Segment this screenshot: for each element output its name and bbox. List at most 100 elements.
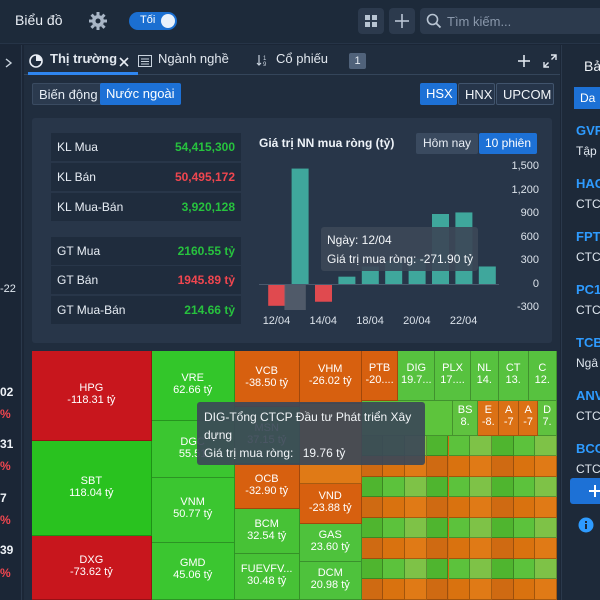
treemap-cell[interactable] [426,517,449,539]
treemap-cell[interactable]: A -7 [519,400,539,436]
treemap-cell[interactable] [470,538,492,559]
treemap-cell[interactable] [426,497,449,518]
exchange-hnx-button[interactable]: HNX [458,83,495,105]
treemap-cell[interactable] [361,538,384,559]
treemap-cell[interactable] [535,538,557,559]
right-panel-tab[interactable]: Da [574,87,600,109]
treemap-cell[interactable] [361,579,384,600]
treemap-cell[interactable] [405,579,427,600]
chart-bar[interactable] [338,276,356,285]
treemap-cell[interactable]: VNM 50.77 tỷ [151,478,235,543]
add-widget-button[interactable] [389,8,415,34]
treemap-cell[interactable] [426,476,449,498]
treemap-cell[interactable] [470,558,492,580]
treemap-cell[interactable] [448,579,471,600]
treemap-cell[interactable] [426,558,449,580]
treemap-cell[interactable] [448,558,471,580]
treemap-cell[interactable] [491,558,514,580]
treemap-cell[interactable]: DIG 19.7... [398,351,436,401]
subtab-price-change[interactable]: Biến động [32,83,105,105]
treemap-cell[interactable]: BCM 32.54 tỷ [234,509,300,555]
chart-bar[interactable] [315,284,332,302]
treemap-cell[interactable] [361,497,384,518]
treemap-cell[interactable] [470,497,492,518]
treemap-cell[interactable] [426,579,449,600]
treemap-cell[interactable] [491,456,514,477]
treemap-cell[interactable] [491,497,514,518]
treemap-cell[interactable] [383,517,406,539]
treemap-cell[interactable] [491,517,514,539]
treemap-cell[interactable] [405,558,427,580]
treemap-cell[interactable] [405,538,427,559]
treemap-cell[interactable]: DXG -73.62 tỷ [32,536,152,600]
treemap-cell[interactable] [426,538,449,559]
treemap-cell[interactable] [426,456,449,477]
treemap-cell[interactable] [448,476,471,498]
treemap-cell[interactable]: VND -23.88 tỷ [299,483,362,525]
treemap-cell[interactable] [513,435,536,457]
treemap-cell[interactable] [491,435,514,457]
treemap-cell[interactable]: FUEVFV... 30.48 tỷ [234,554,300,600]
treemap-cell[interactable]: CT 13. [498,351,529,401]
treemap-cell[interactable] [448,497,471,518]
treemap-cell[interactable]: GMD 45.06 tỷ [151,542,235,600]
today-button[interactable]: Hôm nay [416,133,478,154]
treemap-cell[interactable] [405,517,427,539]
treemap-cell[interactable]: A -7 [499,400,520,436]
layout-grid-button[interactable] [358,8,384,34]
chart-bar[interactable] [268,284,286,306]
tab-stocks[interactable]: Cổ phiếu [276,51,329,66]
treemap-cell[interactable] [383,558,406,580]
treemap-cell[interactable]: BS 8. [453,400,479,436]
treemap-cell[interactable] [535,517,557,539]
treemap-cell[interactable] [470,517,492,539]
tab-industry[interactable]: Ngành nghề [158,51,229,66]
dark-mode-toggle[interactable]: Tối [129,12,177,30]
watchlist-code[interactable]: BCC [576,441,600,456]
chart-menu-title[interactable]: Biểu đồ [15,12,63,28]
tab-market[interactable]: Thị trường [50,51,118,66]
treemap-cell[interactable] [448,435,471,457]
watchlist-code[interactable]: ANV [576,388,600,403]
exchange-hsx-button[interactable]: HSX [420,83,457,105]
watchlist-code[interactable]: GVF [576,123,600,138]
treemap-cell[interactable]: PTB -20.... [361,351,399,401]
treemap-cell[interactable] [491,538,514,559]
treemap-cell[interactable] [491,579,514,600]
treemap-cell[interactable] [470,476,492,498]
treemap-cell[interactable] [448,538,471,559]
treemap-cell[interactable] [383,579,406,600]
treemap-cell[interactable] [426,435,449,457]
gear-icon[interactable] [88,11,108,31]
treemap-cell[interactable]: PLX 17.... [435,351,471,401]
treemap-cell[interactable]: E -8. [478,400,500,436]
treemap-cell[interactable] [383,497,406,518]
treemap-cell[interactable] [513,517,536,539]
treemap-cell[interactable] [448,517,471,539]
search-box[interactable]: Tìm kiếm... [420,8,600,34]
treemap-cell[interactable] [405,497,427,518]
treemap-cell[interactable] [513,538,536,559]
treemap-cell[interactable] [513,497,536,518]
subtab-foreign[interactable]: Nước ngoài [100,83,181,105]
watchlist-code[interactable]: FPT [576,229,600,244]
treemap-cell[interactable] [513,558,536,580]
treemap-cell[interactable]: HPG -118.31 tỷ [32,351,152,442]
treemap-cell[interactable]: DCM 20.98 tỷ [299,562,362,600]
treemap-cell[interactable]: VCB -38.50 tỷ [234,351,300,407]
treemap-cell[interactable]: NL 14. [470,351,499,401]
treemap-cell[interactable] [535,435,557,457]
add-button[interactable] [570,478,600,504]
chart-bar[interactable] [478,266,496,285]
watchlist-code[interactable]: TCB [576,335,600,350]
treemap-cell[interactable] [535,497,557,518]
watchlist-code[interactable]: PC1 [576,282,600,297]
treemap-cell[interactable] [535,579,557,600]
treemap-cell[interactable] [513,579,536,600]
treemap-cell[interactable] [491,476,514,498]
treemap-cell[interactable] [470,435,492,457]
treemap-cell[interactable] [448,456,471,477]
treemap-cell[interactable] [535,558,557,580]
treemap-cell[interactable] [405,476,427,498]
treemap-cell[interactable] [535,456,557,477]
